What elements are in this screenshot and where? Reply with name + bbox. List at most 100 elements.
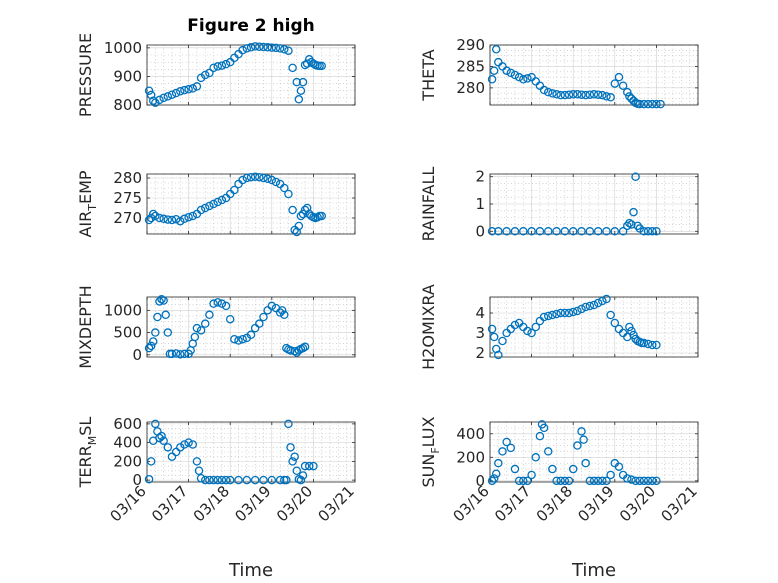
terr-msl-y-tick-label: 0 bbox=[132, 471, 142, 489]
theta-data-point bbox=[593, 90, 603, 99]
air-temp-data-point bbox=[200, 203, 210, 213]
air-temp-data-point bbox=[205, 201, 214, 211]
theta-data-point bbox=[614, 72, 624, 82]
air-temp-data-point bbox=[288, 205, 297, 215]
terr-msl-x-tick-label: 03/21 bbox=[315, 482, 358, 525]
air-temp-data-point bbox=[246, 172, 256, 182]
theta-data-point bbox=[556, 90, 565, 100]
air-temp-data-point bbox=[159, 214, 168, 224]
air-temp-data-point bbox=[209, 199, 218, 209]
sun-flux-data-point bbox=[602, 476, 611, 486]
theta-data-point bbox=[643, 99, 653, 109]
air-temp-data-point bbox=[259, 173, 268, 183]
theta-y-tick-label: 285 bbox=[456, 57, 485, 75]
h2omixra-data-point bbox=[627, 326, 636, 336]
h2omixra-y-tick-label: 4 bbox=[475, 304, 485, 322]
theta-data-point bbox=[491, 45, 501, 54]
mixdepth-data-point bbox=[217, 299, 227, 308]
sun-flux-data-point bbox=[510, 464, 520, 474]
pressure-data-point bbox=[155, 95, 164, 105]
terr-msl-data-point bbox=[221, 475, 231, 485]
pressure-data-point bbox=[171, 88, 181, 98]
rainfall-data-point bbox=[627, 220, 636, 229]
terr-msl-data-point bbox=[144, 474, 154, 484]
terr-msl-data-point bbox=[242, 475, 252, 485]
terr-msl-data-point bbox=[192, 457, 202, 466]
terr-msl-x-tick-label: 03/16 bbox=[107, 482, 150, 525]
pressure-data-point bbox=[275, 44, 285, 53]
air-temp-data-point bbox=[184, 212, 193, 222]
mixdepth-data-point bbox=[153, 312, 162, 322]
mixdepth-data-point bbox=[275, 308, 285, 317]
rainfall-data-point bbox=[568, 227, 578, 236]
sun-flux-data-point bbox=[579, 435, 588, 444]
pressure-data-point bbox=[209, 63, 218, 73]
terr-msl-data-point bbox=[225, 475, 235, 485]
air-temp-data-point bbox=[294, 221, 304, 231]
mixdepth-data-point bbox=[300, 342, 310, 352]
rainfall-data-point bbox=[593, 227, 603, 236]
mixdepth-y-tick-label: 500 bbox=[113, 324, 142, 342]
theta-data-point bbox=[577, 90, 586, 99]
pressure-data-point bbox=[246, 43, 256, 52]
x-axis-label-left: Time bbox=[228, 560, 273, 581]
mixdepth-data-point bbox=[176, 350, 185, 359]
sun-flux-data-point bbox=[491, 469, 501, 479]
sun-flux-data-point bbox=[593, 476, 603, 486]
mixdepth-data-point bbox=[213, 298, 222, 307]
h2omixra-data-point bbox=[647, 340, 657, 350]
sun-flux-data-point bbox=[489, 474, 499, 483]
mixdepth-y-axis-label: MIXDEPTH bbox=[76, 285, 95, 368]
terr-msl-data-point bbox=[286, 443, 295, 452]
air-temp-data-point bbox=[298, 209, 308, 219]
air-temp-data-point bbox=[317, 211, 326, 221]
rainfall-data-point bbox=[625, 218, 634, 228]
sun-flux-data-point bbox=[585, 476, 595, 486]
rainfall-data-point bbox=[487, 227, 497, 236]
sun-flux-data-point bbox=[581, 458, 590, 468]
sun-flux-y-tick-label: 200 bbox=[456, 448, 485, 466]
sun-flux-data-point bbox=[556, 476, 565, 486]
theta-data-point bbox=[606, 93, 615, 102]
rainfall-data-point bbox=[519, 227, 528, 236]
rainfall-data-point bbox=[494, 227, 503, 236]
air-temp-data-point bbox=[188, 211, 198, 221]
air-temp-y-tick-label: 280 bbox=[113, 169, 142, 187]
air-temp-data-point bbox=[144, 215, 154, 225]
h2omixra-data-point bbox=[589, 300, 599, 310]
pressure-data-point bbox=[288, 63, 297, 73]
mixdepth-axes-box bbox=[146, 296, 356, 358]
pressure-data-point bbox=[292, 77, 302, 87]
rainfall-data-point bbox=[577, 227, 586, 236]
terr-msl-data-point bbox=[296, 475, 306, 485]
h2omixra-data-point bbox=[577, 304, 586, 314]
pressure-data-point bbox=[176, 87, 185, 96]
theta-data-point bbox=[506, 68, 516, 78]
mixdepth-data-point bbox=[280, 310, 289, 320]
h2omixra-data-point bbox=[498, 336, 507, 346]
h2omixra-y-tick-label: 2 bbox=[475, 344, 485, 362]
terr-msl-data-point bbox=[234, 475, 243, 485]
sun-flux-data-point bbox=[598, 476, 607, 486]
sun-flux-data-point bbox=[552, 476, 561, 486]
terr-msl-data-point bbox=[217, 475, 227, 485]
sun-flux-data-point bbox=[606, 470, 615, 480]
mixdepth-data-point bbox=[238, 334, 247, 344]
terr-msl-data-point bbox=[213, 475, 222, 485]
terr-msl-data-point bbox=[151, 419, 160, 429]
terr-msl-data-point bbox=[167, 452, 177, 461]
rainfall-data-point bbox=[510, 227, 520, 236]
sun-flux-data-point bbox=[643, 476, 653, 486]
mixdepth-data-point bbox=[167, 349, 177, 359]
air-temp-data-point bbox=[250, 172, 260, 182]
h2omixra-data-point bbox=[527, 328, 536, 338]
sun-flux-x-tick-label: 03/20 bbox=[616, 482, 659, 525]
h2omixra-data-point bbox=[625, 322, 634, 332]
theta-data-point bbox=[568, 90, 578, 99]
rainfall-data-point bbox=[652, 227, 661, 236]
terr-msl-data-point bbox=[304, 461, 314, 471]
pressure-data-point bbox=[298, 77, 308, 87]
theta-data-point bbox=[598, 90, 607, 100]
air-temp-data-point bbox=[167, 215, 177, 225]
terr-msl-data-point bbox=[300, 461, 310, 471]
